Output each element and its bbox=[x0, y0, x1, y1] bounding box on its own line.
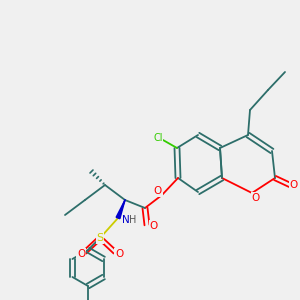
Text: Cl: Cl bbox=[153, 133, 163, 143]
Polygon shape bbox=[116, 200, 125, 219]
Text: O: O bbox=[115, 249, 123, 259]
Text: N: N bbox=[122, 215, 130, 225]
Text: O: O bbox=[290, 180, 298, 190]
Text: O: O bbox=[154, 186, 162, 196]
Text: H: H bbox=[129, 215, 137, 225]
Text: O: O bbox=[77, 249, 85, 259]
Text: O: O bbox=[252, 193, 260, 203]
Text: O: O bbox=[150, 221, 158, 231]
Text: S: S bbox=[96, 233, 103, 243]
